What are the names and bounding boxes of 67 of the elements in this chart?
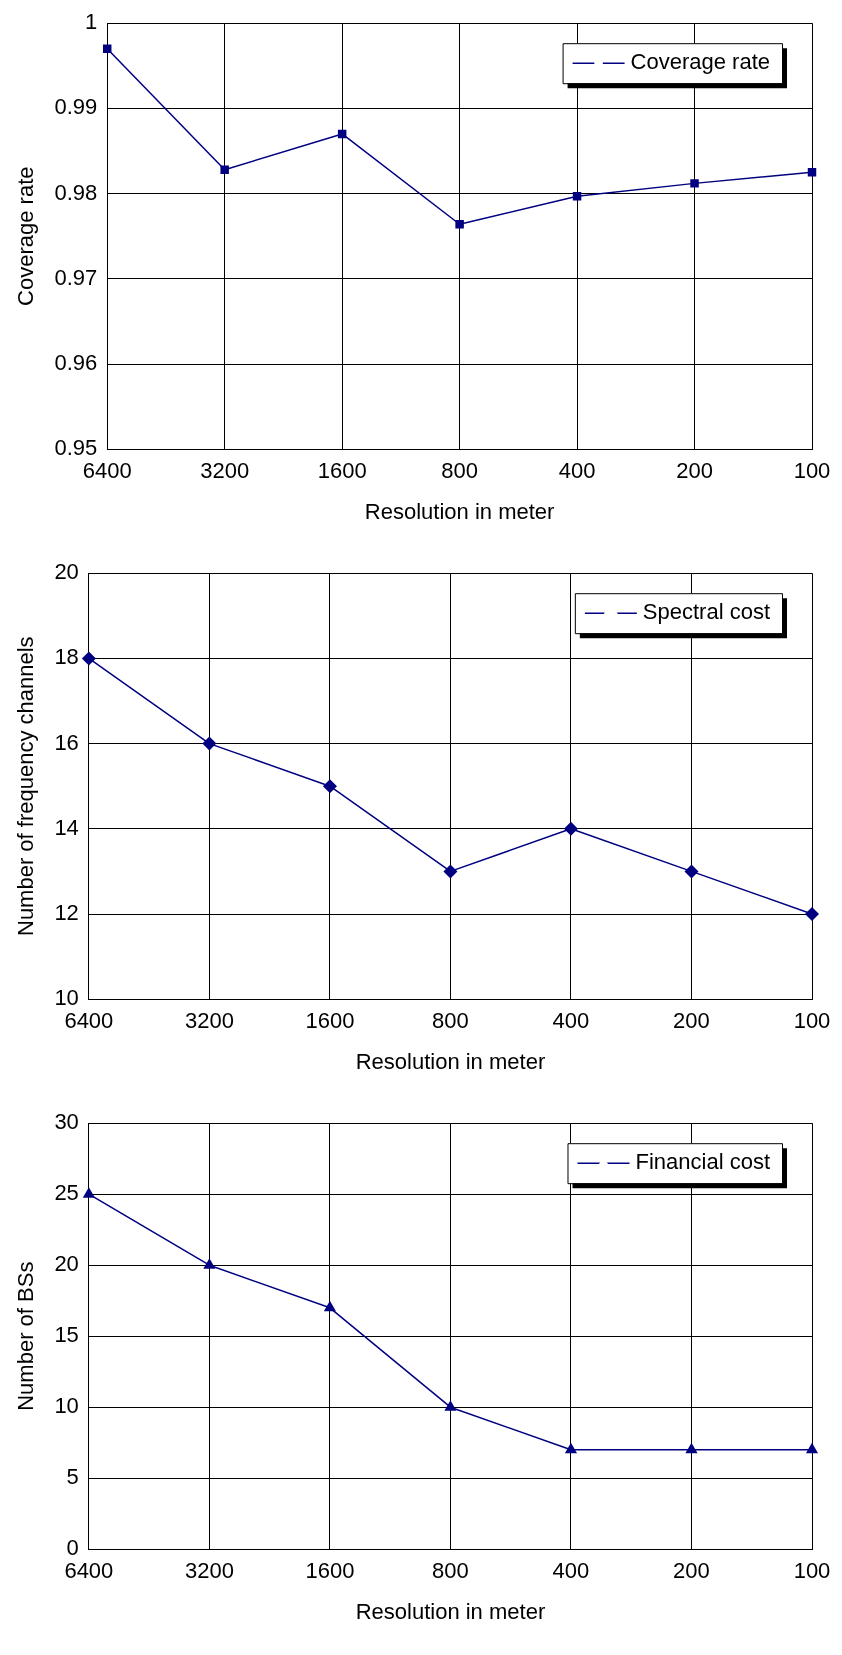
y-tick-label: 0.97 [54,264,98,290]
legend-label: Spectral cost [642,599,771,625]
y-axis-title: Coverage rate [13,166,39,306]
point [455,220,464,229]
y-tick-label: 10 [54,1393,79,1419]
y-tick-label: 5 [66,1464,79,1490]
y-tick-label: 20 [54,1251,79,1277]
y-tick-label: 0.99 [54,94,98,120]
y-tick-label: 1 [84,9,98,35]
x-tick-label: 100 [793,1008,831,1034]
x-tick-label: 1600 [317,458,367,484]
point [805,907,819,921]
point [563,821,578,836]
x-tick-label: 3200 [184,1008,234,1034]
y-tick-label: 0.96 [54,350,98,376]
x-tick-label: 100 [793,458,831,484]
point [322,779,337,794]
x-tick-label: 6400 [64,1008,114,1034]
point [443,864,458,879]
y-tick-label: 10 [54,985,79,1011]
x-tick-label: 200 [673,1008,710,1034]
y-tick-label: 16 [54,729,79,755]
y-axis-title: Number of frequency channels [13,636,39,937]
y-tick-label: 0 [66,1535,79,1561]
x-tick-label: 800 [432,1008,469,1034]
x-tick-label: 1600 [305,1558,355,1584]
point [203,1258,216,1269]
point [81,651,96,666]
point [202,736,217,751]
y-tick-label: 15 [54,1322,79,1348]
x-tick-label: 200 [676,458,713,484]
x-tick-label: 3200 [184,1558,234,1584]
y-tick-label: 0.98 [54,179,98,205]
y-axis-title: Number of BSs [13,1261,39,1411]
point [690,179,699,188]
point [220,165,229,174]
point [82,1187,95,1198]
x-axis-title: Resolution in meter [355,1048,546,1074]
point [684,864,699,879]
point [807,168,817,177]
x-tick-label: 100 [793,1558,831,1584]
point [323,1300,336,1312]
x-tick-label: 800 [432,1558,469,1584]
y-tick-label: 0.95 [54,435,98,461]
y-tick-label: 18 [54,644,79,670]
x-tick-label: 400 [552,1008,590,1034]
point [805,1442,819,1454]
x-tick-label: 6400 [82,458,132,484]
y-tick-label: 12 [54,900,79,926]
y-tick-label: 20 [54,559,79,585]
point [444,1400,457,1411]
y-tick-label: 25 [54,1180,79,1206]
x-tick-label: 800 [441,458,478,484]
x-axis-title: Resolution in meter [364,498,555,524]
y-tick-label: 30 [54,1109,79,1135]
y-tick-label: 14 [54,814,79,840]
legend-label: Financial cost [635,1149,771,1175]
x-axis-title: Resolution in meter [355,1598,546,1624]
x-tick-label: 3200 [200,458,250,484]
x-tick-label: 400 [558,458,596,484]
legend-label: Coverage rate [630,49,771,75]
x-tick-label: 400 [552,1558,590,1584]
x-tick-label: 200 [673,1558,710,1584]
x-tick-label: 1600 [305,1008,355,1034]
x-tick-label: 6400 [64,1558,114,1584]
point [685,1442,698,1454]
point [564,1442,578,1454]
